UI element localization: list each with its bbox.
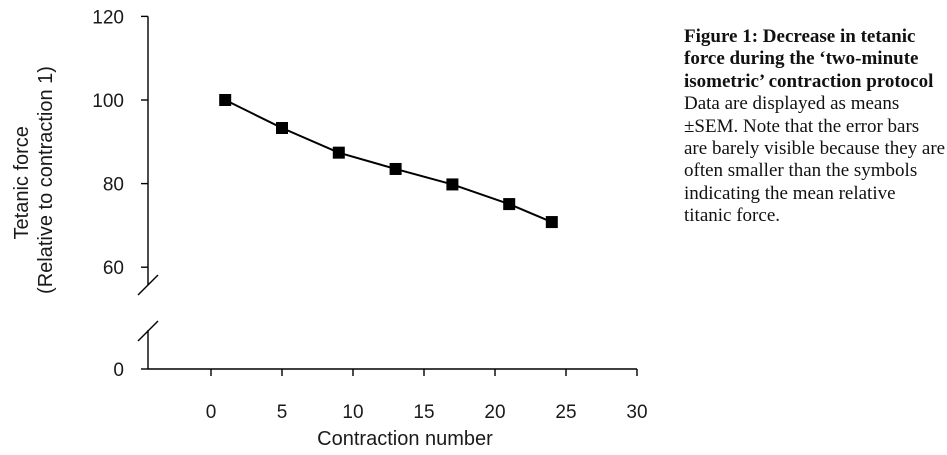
x-tick-label: 25 bbox=[555, 402, 576, 423]
y-tick-label: 100 bbox=[92, 91, 124, 112]
x-tick-label: 10 bbox=[342, 402, 363, 423]
axes bbox=[137, 16, 637, 370]
y-tick-label: 120 bbox=[92, 7, 124, 28]
line-chart: 0 60 80 100 120 0 5 10 15 20 25 30 Contraction num… bbox=[11, 7, 648, 450]
axis-break-mark bbox=[137, 274, 159, 296]
data-point bbox=[276, 122, 288, 135]
caption-title: Figure 1: Decrease in tetanic force duri… bbox=[684, 26, 934, 92]
x-tick-label: 15 bbox=[413, 402, 434, 423]
y-axis-title-line-1: Tetanic force bbox=[11, 126, 33, 239]
caption-body: Data are displayed as means ±SEM. Note t… bbox=[684, 93, 946, 227]
x-axis-title: Contraction number bbox=[317, 428, 493, 450]
axis-break-mark bbox=[137, 320, 159, 342]
x-tick-label: 30 bbox=[626, 402, 647, 423]
y-axis-title: Tetanic force (Relative to contraction 1… bbox=[11, 66, 57, 294]
x-tick-label: 20 bbox=[484, 402, 505, 423]
data-point bbox=[332, 146, 345, 159]
series-line bbox=[224, 99, 553, 223]
y-ticks: 0 60 80 100 120 bbox=[92, 7, 148, 381]
figure-caption: Figure 1: Decrease in tetanic force duri… bbox=[684, 26, 946, 228]
y-tick-label: 60 bbox=[103, 258, 124, 279]
y-tick-label: 80 bbox=[103, 175, 124, 196]
x-tick-label: 5 bbox=[277, 402, 288, 423]
y-tick-label: 0 bbox=[113, 360, 124, 381]
data-point bbox=[503, 198, 516, 211]
y-axis-title-line-2: (Relative to contraction 1) bbox=[35, 66, 57, 294]
x-tick-label: 0 bbox=[206, 402, 217, 423]
data-point bbox=[545, 216, 558, 229]
data-point bbox=[219, 94, 232, 106]
series-group bbox=[219, 94, 558, 229]
x-ticks: 0 5 10 15 20 25 30 bbox=[206, 369, 648, 423]
data-point bbox=[389, 162, 402, 175]
data-point bbox=[446, 178, 459, 191]
